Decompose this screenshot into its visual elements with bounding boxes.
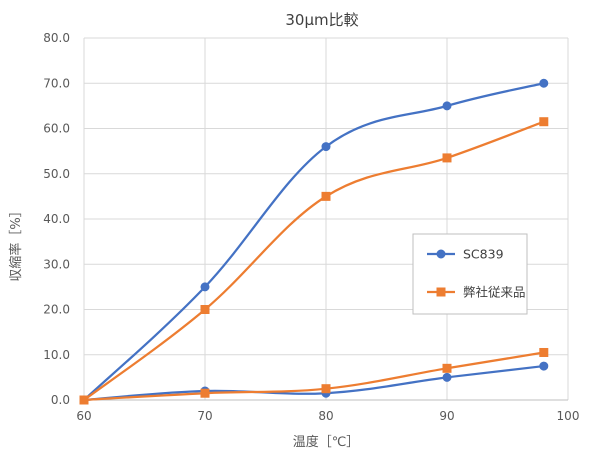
y-tick-label: 80.0 [43, 31, 70, 45]
legend-box [412, 233, 528, 315]
data-point [442, 363, 452, 373]
data-point [442, 101, 452, 111]
data-point [200, 282, 210, 292]
y-tick-label: 10.0 [43, 348, 70, 362]
y-tick-label: 30.0 [43, 257, 70, 271]
y-tick-label: 70.0 [43, 76, 70, 90]
x-tick-label: 90 [439, 409, 454, 423]
x-tick-label: 100 [557, 409, 580, 423]
legend-item: SC839 [427, 247, 504, 262]
legend-label: SC839 [463, 247, 504, 262]
legend-swatch-marker [436, 249, 446, 259]
data-point [79, 395, 89, 405]
series-1-line-0 [82, 120, 545, 402]
data-point [442, 372, 452, 382]
legend: SC839 弊社従来品 [412, 233, 528, 315]
series [79, 78, 549, 405]
legend-label: 弊社従来品 [463, 285, 526, 300]
data-point [442, 153, 452, 163]
tick-labels: 0.0 10.0 20.0 30.0 40.0 50.0 60.0 70.0 80.0 60 70 8… [43, 31, 579, 423]
data-point [539, 78, 549, 88]
grid [83, 37, 569, 400]
data-point [539, 117, 549, 127]
y-axis-title: 収縮率［%］ [8, 204, 24, 281]
data-point [321, 384, 331, 394]
x-tick-label: 70 [197, 409, 212, 423]
y-tick-label: 60.0 [43, 122, 70, 136]
x-tick-label: 80 [318, 409, 333, 423]
data-point [200, 388, 210, 398]
data-point [321, 191, 331, 201]
data-point [539, 361, 549, 371]
series-0-line-0 [82, 82, 545, 402]
x-tick-label: 60 [76, 409, 91, 423]
x-axis-title: 温度［℃］ [293, 434, 360, 450]
legend-swatch-marker [436, 287, 446, 297]
series-1 [79, 117, 549, 405]
data-point [200, 305, 210, 314]
chart-title: 30μm比較 [285, 11, 358, 29]
y-tick-label: 40.0 [43, 212, 70, 226]
legend-item: 弊社従来品 [427, 285, 526, 300]
y-tick-label: 0.0 [51, 393, 70, 407]
y-tick-label: 50.0 [43, 167, 70, 181]
y-tick-label: 20.0 [43, 303, 70, 317]
data-point [321, 142, 331, 152]
data-point [539, 347, 549, 357]
